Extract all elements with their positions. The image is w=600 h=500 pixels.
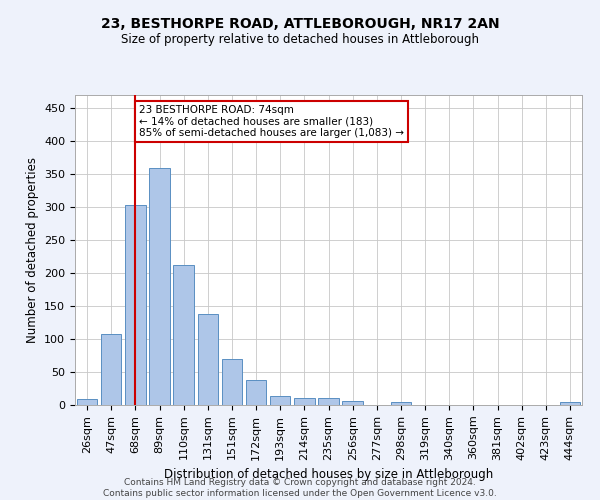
Bar: [149, 168, 170, 405]
Text: 23 BESTHORPE ROAD: 74sqm
← 14% of detached houses are smaller (183)
85% of semi-: 23 BESTHORPE ROAD: 74sqm ← 14% of detach…: [139, 105, 404, 138]
Bar: [221, 360, 242, 405]
Text: 23, BESTHORPE ROAD, ATTLEBOROUGH, NR17 2AN: 23, BESTHORPE ROAD, ATTLEBOROUGH, NR17 2…: [101, 18, 499, 32]
X-axis label: Distribution of detached houses by size in Attleborough: Distribution of detached houses by size …: [164, 468, 493, 481]
Bar: [343, 401, 363, 405]
Bar: [101, 334, 121, 405]
Bar: [77, 399, 97, 405]
Bar: [270, 396, 290, 405]
Text: Size of property relative to detached houses in Attleborough: Size of property relative to detached ho…: [121, 32, 479, 46]
Bar: [318, 398, 339, 405]
Bar: [246, 380, 266, 405]
Bar: [391, 402, 411, 405]
Bar: [560, 402, 580, 405]
Bar: [197, 314, 218, 405]
Bar: [294, 398, 314, 405]
Text: Contains HM Land Registry data © Crown copyright and database right 2024.
Contai: Contains HM Land Registry data © Crown c…: [103, 478, 497, 498]
Bar: [173, 264, 194, 405]
Bar: [125, 205, 146, 405]
Y-axis label: Number of detached properties: Number of detached properties: [26, 157, 38, 343]
